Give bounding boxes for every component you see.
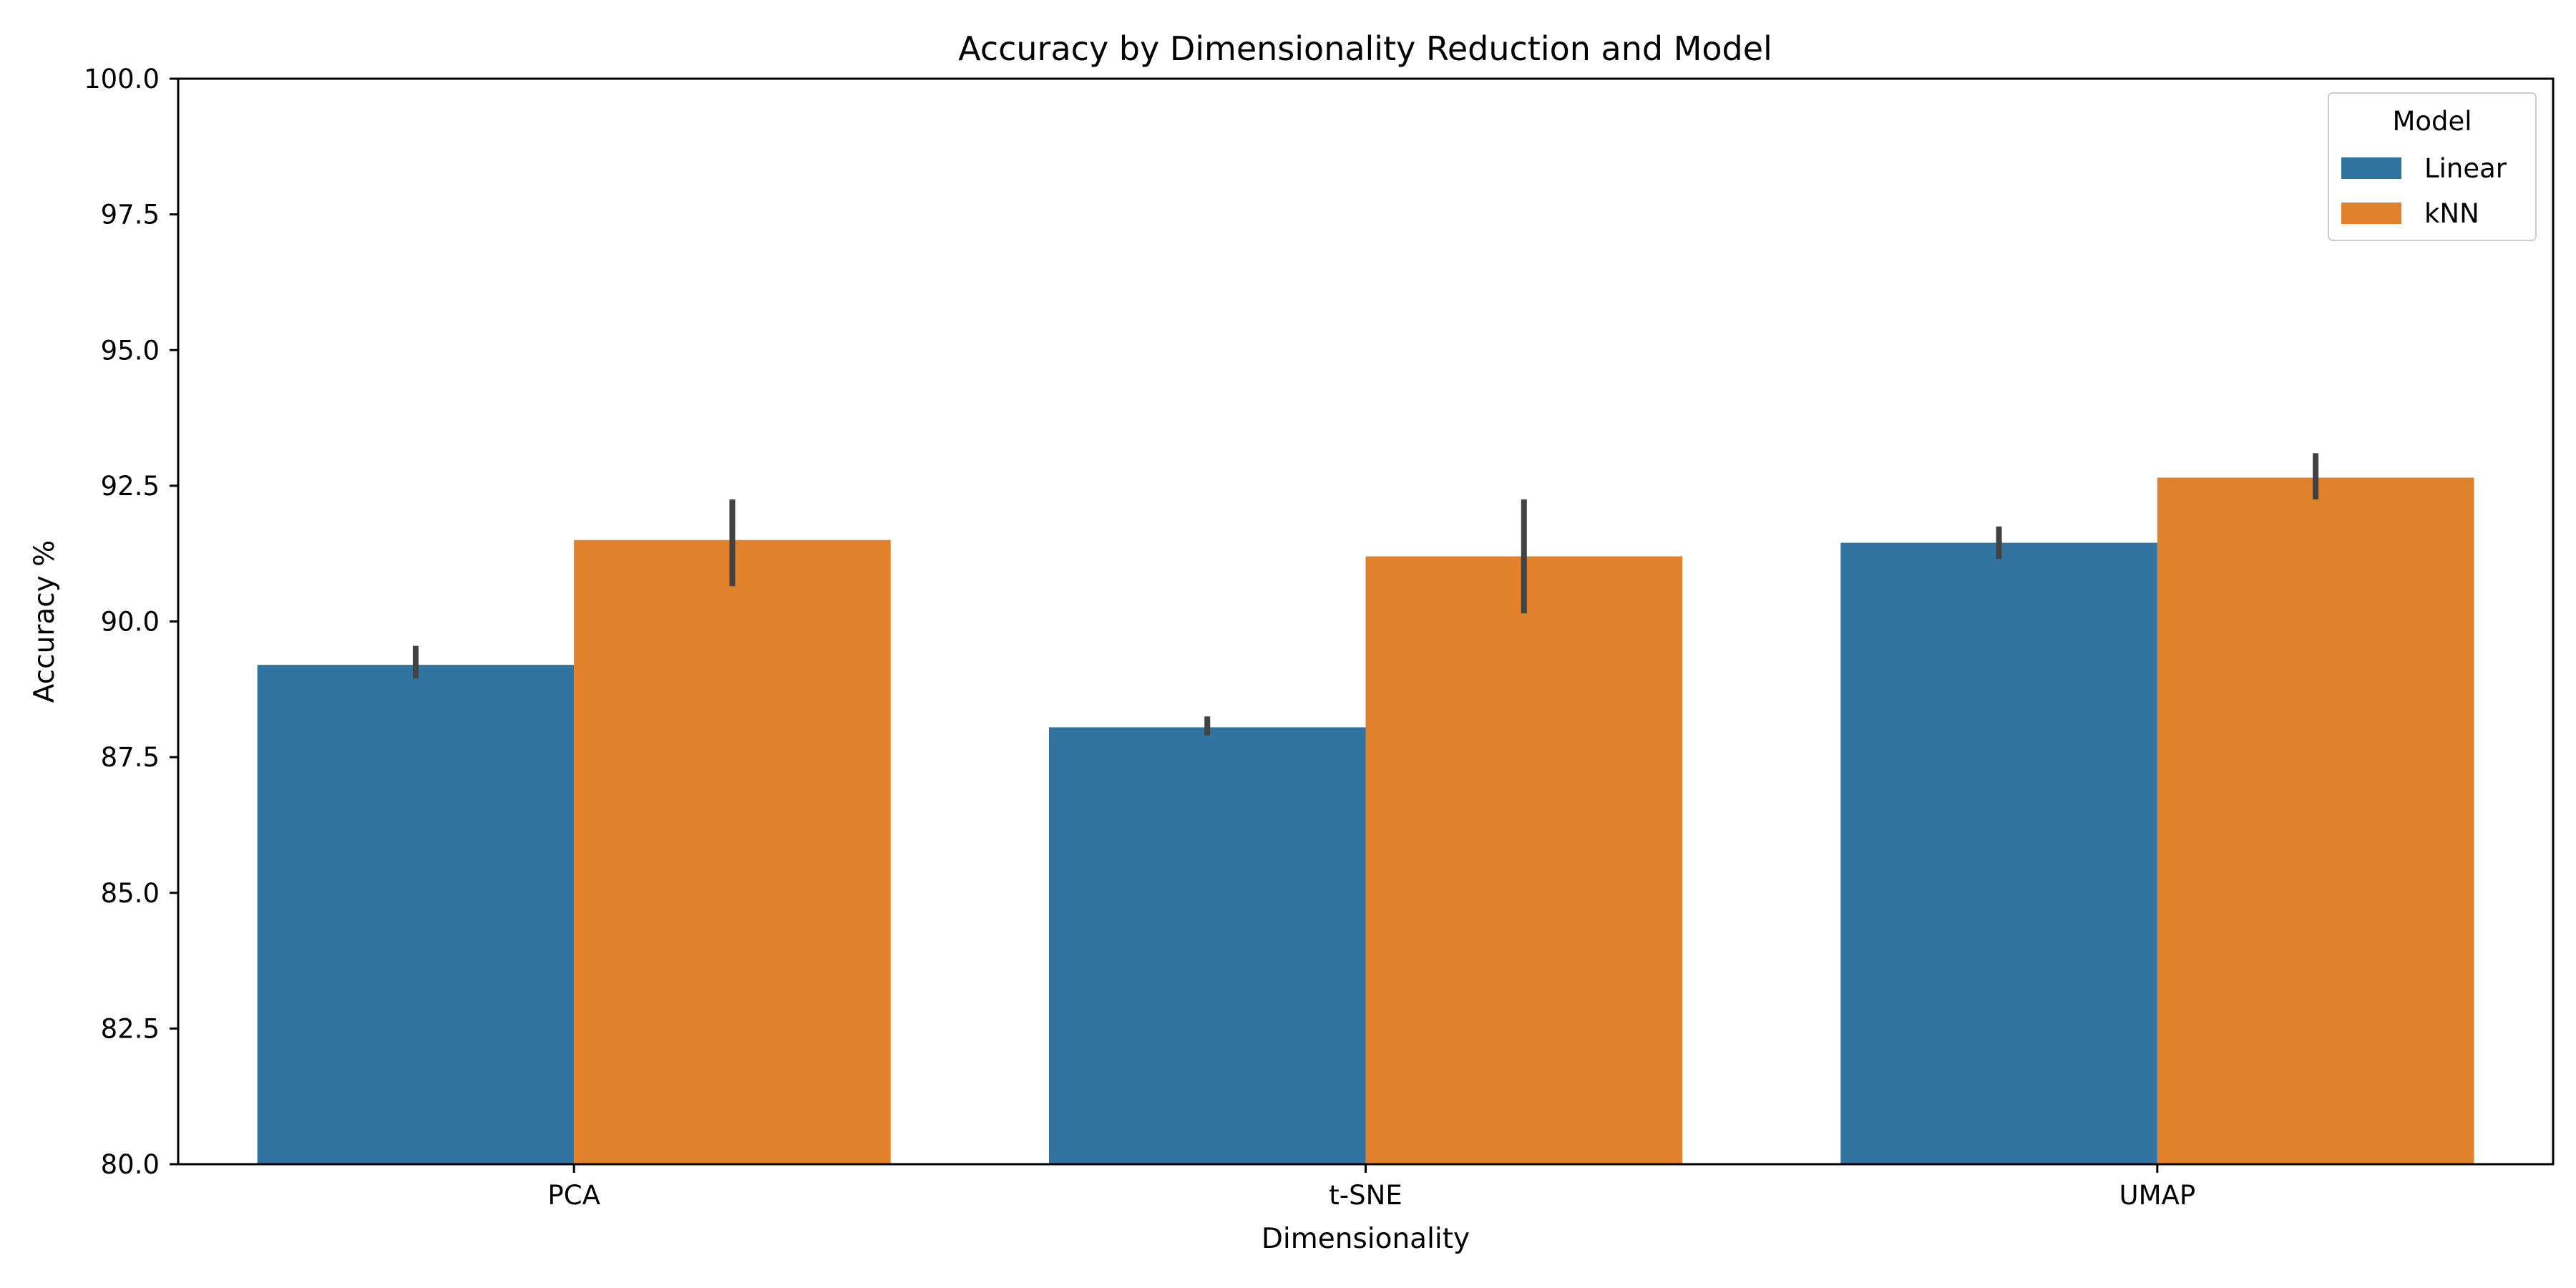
legend-swatch-linear bbox=[2341, 157, 2401, 179]
y-tick-label: 90.0 bbox=[101, 607, 160, 638]
legend-title: Model bbox=[2392, 106, 2472, 137]
x-tick-label: t-SNE bbox=[1329, 1180, 1402, 1211]
bar-knn-t-sne bbox=[1365, 556, 1683, 1164]
y-tick-label: 92.5 bbox=[101, 471, 160, 502]
y-tick-label: 85.0 bbox=[101, 878, 160, 909]
error-bars-group bbox=[412, 453, 2319, 736]
y-axis-title: Accuracy % bbox=[29, 540, 61, 703]
bar-knn-pca bbox=[574, 540, 891, 1164]
bar-linear-umap bbox=[1840, 542, 2157, 1164]
legend-swatch-knn bbox=[2341, 203, 2401, 224]
x-tick-label: UMAP bbox=[2119, 1180, 2196, 1211]
y-tick-label: 100.0 bbox=[84, 64, 160, 94]
plot-frame bbox=[177, 77, 2555, 1166]
bar-linear-pca bbox=[257, 665, 575, 1164]
legend-label-linear: Linear bbox=[2424, 153, 2507, 184]
x-axis-ticks: PCA t-SNE UMAP bbox=[547, 1164, 2195, 1211]
legend-items: Linear kNN bbox=[2341, 153, 2507, 229]
y-tick-label: 80.0 bbox=[101, 1149, 160, 1180]
chart-title: Accuracy by Dimensionality Reduction and… bbox=[958, 29, 1772, 68]
legend: Model Linear kNN bbox=[2328, 92, 2537, 241]
y-tick-label: 82.5 bbox=[101, 1013, 160, 1044]
x-tick-label: PCA bbox=[547, 1180, 600, 1211]
x-axis-title: Dimensionality bbox=[1262, 1223, 1470, 1255]
legend-label-knn: kNN bbox=[2424, 198, 2479, 229]
y-tick-label: 87.5 bbox=[101, 742, 160, 773]
bar-knn-umap bbox=[2157, 477, 2474, 1164]
y-axis-ticks: 80.0 82.5 85.0 87.5 90.0 92.5 95.0 97.5 100.0 bbox=[84, 64, 178, 1180]
bars-group bbox=[257, 477, 2474, 1164]
y-tick-label: 97.5 bbox=[101, 200, 160, 230]
bar-linear-t-sne bbox=[1048, 727, 1366, 1164]
y-tick-label: 95.0 bbox=[101, 335, 160, 366]
